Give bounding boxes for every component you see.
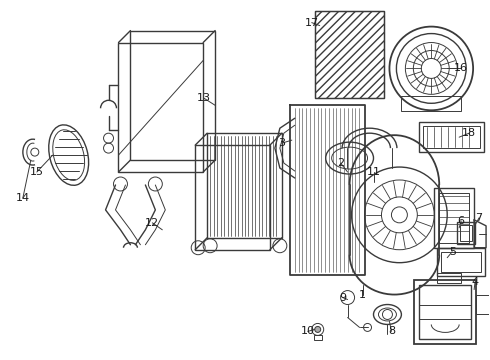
Bar — [130, 31, 215, 160]
Circle shape — [315, 327, 321, 332]
Bar — [437, 273, 461, 283]
Bar — [207, 133, 282, 238]
Bar — [315, 11, 385, 98]
Text: 5: 5 — [449, 247, 456, 257]
Text: 17: 17 — [305, 18, 319, 28]
Text: 15: 15 — [30, 167, 44, 177]
Text: 9: 9 — [339, 293, 346, 302]
Bar — [314, 336, 322, 340]
Text: 2: 2 — [337, 158, 344, 168]
Text: 6: 6 — [458, 216, 465, 226]
Bar — [419, 285, 471, 339]
Text: 1: 1 — [359, 289, 366, 300]
Bar — [315, 11, 385, 98]
Text: 18: 18 — [462, 128, 476, 138]
Text: 10: 10 — [301, 327, 315, 336]
Bar — [476, 294, 490, 315]
Text: 11: 11 — [367, 167, 381, 177]
Bar — [195, 145, 270, 250]
Text: 13: 13 — [197, 93, 211, 103]
Bar — [460, 225, 472, 241]
Bar — [401, 96, 461, 111]
Text: 16: 16 — [454, 63, 468, 73]
Bar — [457, 222, 475, 244]
Bar — [423, 126, 480, 148]
Bar — [434, 188, 474, 248]
Text: 14: 14 — [16, 193, 30, 203]
Text: 4: 4 — [471, 276, 479, 287]
Text: 8: 8 — [388, 327, 395, 336]
Text: 7: 7 — [475, 213, 483, 223]
Text: 12: 12 — [146, 218, 159, 228]
Bar — [415, 280, 476, 345]
Bar — [441, 252, 481, 272]
Text: 3: 3 — [278, 138, 285, 148]
Bar — [419, 122, 484, 152]
Bar — [437, 248, 485, 276]
Bar — [119, 42, 203, 172]
Bar — [439, 193, 469, 243]
